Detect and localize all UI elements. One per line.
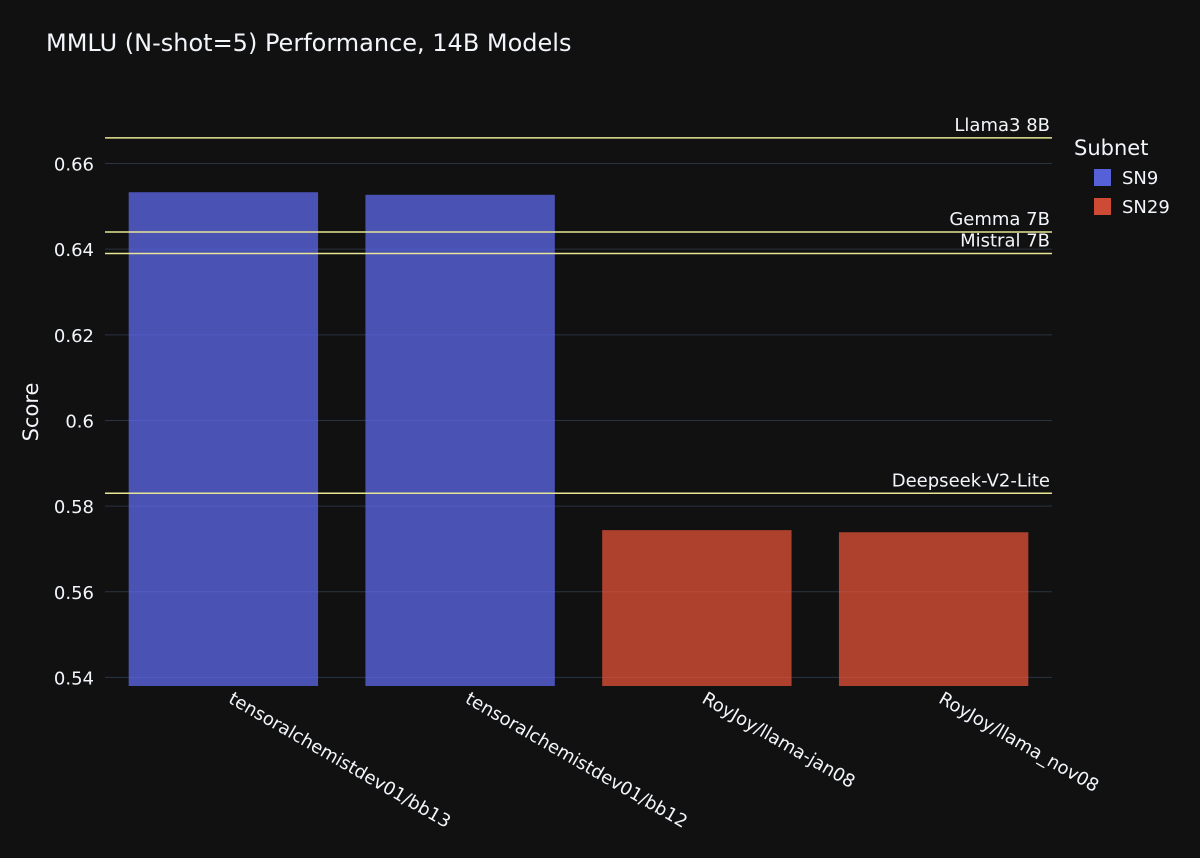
y-tick-label: 0.6 bbox=[65, 411, 94, 432]
y-tick-label: 0.58 bbox=[54, 497, 94, 518]
bar-sn9-0[interactable] bbox=[128, 192, 319, 686]
reference-line-label: Llama3 8B bbox=[954, 115, 1050, 136]
legend-swatch[interactable] bbox=[1094, 198, 1111, 215]
reference-line-label: Gemma 7B bbox=[949, 209, 1050, 230]
legend-label[interactable]: SN9 bbox=[1122, 168, 1158, 189]
legend-title: Subnet bbox=[1074, 136, 1148, 160]
y-tick-label: 0.56 bbox=[54, 583, 94, 604]
bar-sn29-3[interactable] bbox=[838, 532, 1029, 686]
legend-swatch[interactable] bbox=[1094, 169, 1111, 186]
y-tick-label: 0.64 bbox=[54, 240, 94, 261]
y-tick-label: 0.62 bbox=[54, 326, 94, 347]
reference-line-label: Mistral 7B bbox=[960, 230, 1050, 251]
y-tick-label: 0.66 bbox=[54, 155, 94, 176]
bar-sn29-2[interactable] bbox=[602, 530, 792, 686]
y-tick-label: 0.54 bbox=[54, 668, 94, 689]
bar-sn9-1[interactable] bbox=[365, 194, 555, 686]
y-axis-ticks: 0.54 0.56 0.58 0.6 0.62 0.64 0.66 bbox=[54, 155, 94, 690]
legend-label[interactable]: SN29 bbox=[1122, 197, 1170, 218]
legend: Subnet SN9 SN29 bbox=[1074, 136, 1170, 218]
chart-title: MMLU (N-shot=5) Performance, 14B Models bbox=[46, 29, 571, 57]
y-axis-title: Score bbox=[19, 383, 43, 442]
bars bbox=[128, 192, 1029, 686]
reference-line-label: Deepseek-V2-Lite bbox=[892, 470, 1050, 491]
